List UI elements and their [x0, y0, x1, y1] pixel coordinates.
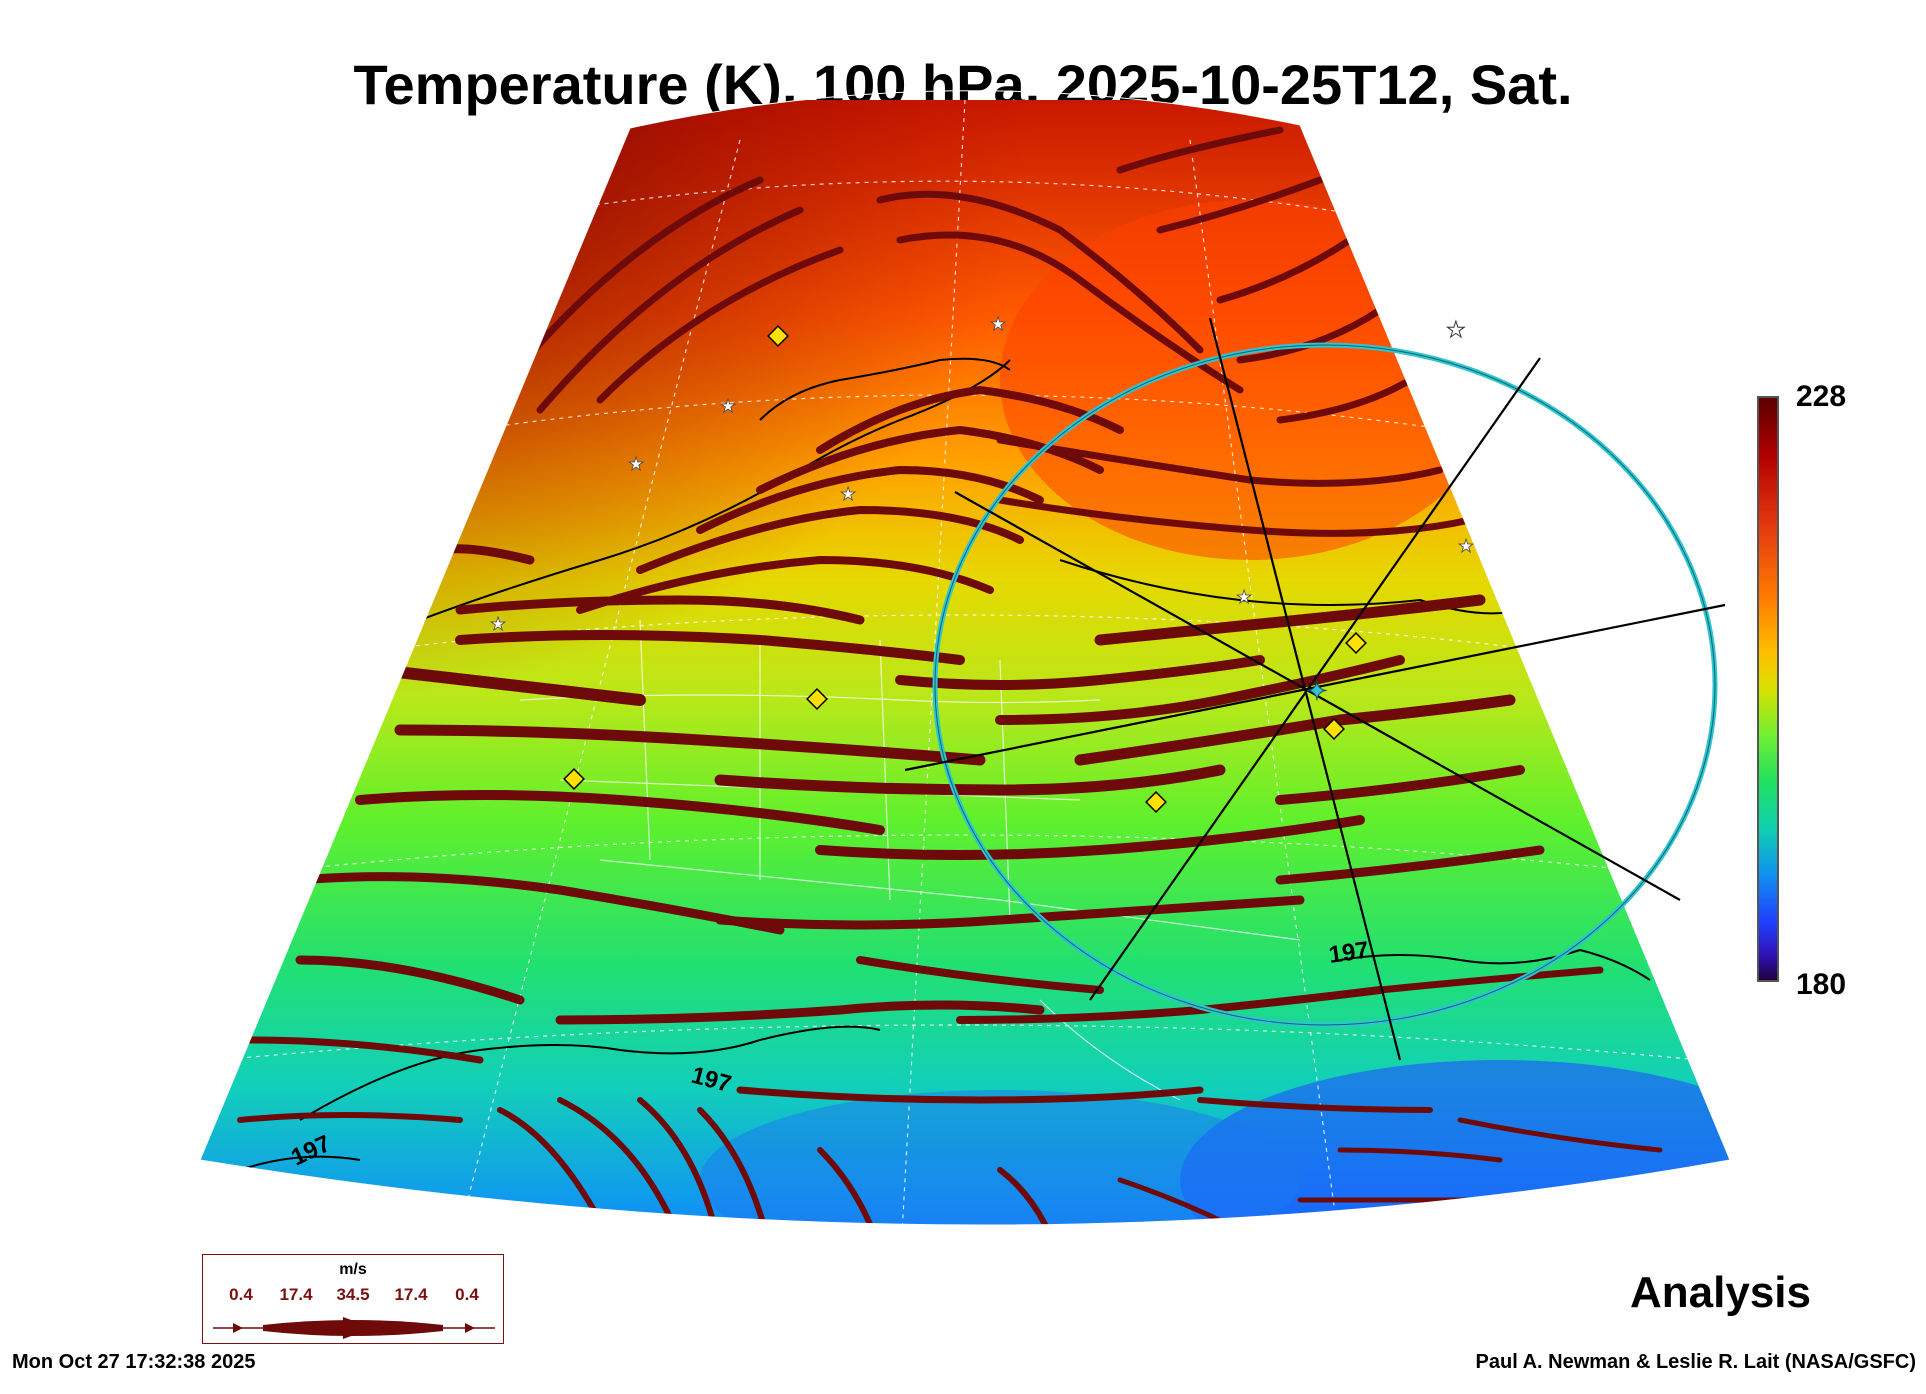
vortex-circle [932, 342, 1718, 1028]
diamond-markers [563, 325, 1367, 813]
analysis-label: Analysis [1630, 1268, 1811, 1317]
radial-lines [904, 317, 1726, 1061]
svg-text:★: ★ [1236, 587, 1252, 608]
legend-value-2: 17.4 [279, 1285, 313, 1304]
svg-text:★: ★ [628, 454, 644, 475]
credit-line: Paul A. Newman & Leslie R. Lait (NASA/GS… [1475, 1351, 1916, 1373]
legend-unit: m/s [339, 1261, 367, 1278]
wind-streamlines [237, 126, 1663, 1226]
temperature-field: ★ ★ ★ ★ ★ ★ ★ 197 197 197 [200, 99, 1730, 1226]
map-frame [199, 90, 1731, 1226]
colorbar-min-label: 180 [1796, 968, 1847, 1001]
wind-legend: m/s 0.4 17.4 34.5 17.4 0.4 [202, 1254, 504, 1344]
svg-text:★: ★ [990, 314, 1006, 335]
timestamp: Mon Oct 27 17:32:38 2025 [12, 1351, 256, 1373]
star-marker-outer: ★ [1446, 318, 1466, 343]
legend-value-5: 0.4 [455, 1285, 479, 1304]
svg-text:★: ★ [720, 396, 736, 417]
svg-text:★: ★ [490, 614, 506, 635]
colorbar-max-label: 228 [1796, 380, 1847, 413]
svg-text:★: ★ [1458, 536, 1474, 557]
contour-label-1: 197 [1327, 937, 1370, 969]
svg-text:★: ★ [840, 484, 856, 505]
legend-value-1: 0.4 [229, 1285, 253, 1304]
center-marker: ✦ [1306, 676, 1328, 706]
legend-value-3: 34.5 [336, 1285, 370, 1304]
star-markers: ★ ★ ★ ★ ★ ★ ★ [490, 314, 1475, 636]
colorbar [1757, 396, 1779, 982]
legend-arrow [213, 1317, 495, 1339]
legend-value-4: 17.4 [394, 1285, 428, 1304]
